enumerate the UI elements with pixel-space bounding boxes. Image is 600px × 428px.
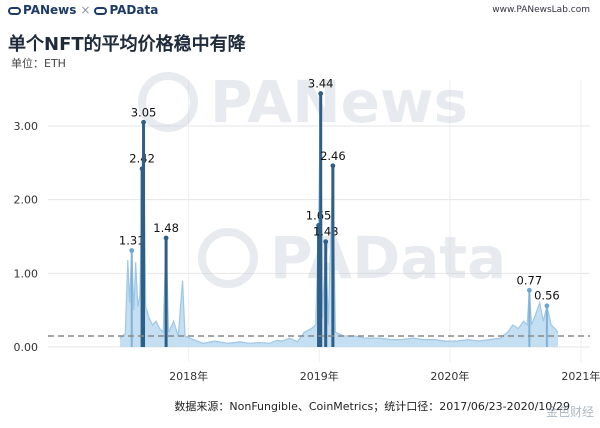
- data-point: [318, 91, 324, 96]
- data-label: 2.46: [320, 149, 346, 163]
- brand-logos: PANews × PAData: [8, 3, 158, 17]
- panews-logo-icon: [8, 7, 21, 15]
- top-bar: PANews × PAData www.PANewsLab.com: [0, 0, 600, 22]
- marks-layer: 1.312.423.051.481.653.441.432.460.770.56: [48, 77, 590, 347]
- data-point: [330, 163, 336, 169]
- data-source-footer: 数据来源：NonFungible、CoinMetrics；统计口径：2017/0…: [174, 400, 570, 413]
- unit-label: 单位：ETH: [11, 57, 66, 70]
- series-line: [119, 93, 559, 344]
- data-point: [163, 235, 169, 241]
- brand-panews: PANews: [23, 3, 77, 17]
- area-layer: [119, 93, 559, 347]
- axis-layer: 0.00 1.00 2.00 3.00 2018年 2019年 2020年 2021年: [14, 120, 600, 383]
- brand-separator: ×: [80, 3, 91, 17]
- data-label: 3.05: [131, 105, 157, 119]
- data-label: 1.43: [313, 225, 339, 239]
- x-tick-label: 2020年: [430, 369, 469, 383]
- data-label: 0.77: [517, 273, 543, 287]
- data-label: 3.44: [308, 77, 334, 91]
- data-label: 0.56: [534, 289, 560, 303]
- x-tick-label: 2021年: [561, 369, 600, 383]
- padata-logo-icon: [94, 7, 108, 15]
- y-tick-label: 0.00: [14, 341, 39, 354]
- data-label: 1.48: [153, 221, 179, 235]
- data-point: [141, 119, 146, 125]
- data-label: 1.65: [306, 208, 332, 222]
- corner-watermark-logo: 金色财经: [545, 405, 594, 419]
- x-tick-label: 2019年: [300, 369, 339, 383]
- brand-padata: PAData: [109, 3, 159, 17]
- watermark-padata: PAData: [270, 224, 506, 292]
- data-point: [544, 303, 550, 309]
- data-point: [323, 239, 329, 245]
- data-label: 1.31: [119, 233, 145, 247]
- watermark-panews-icon: [138, 72, 198, 132]
- site-url: www.PANewsLab.com: [492, 5, 590, 15]
- data-point: [129, 248, 135, 253]
- y-tick-label: 3.00: [14, 120, 39, 133]
- x-tick-label: 2018年: [169, 369, 208, 383]
- y-tick-label: 2.00: [14, 194, 39, 207]
- watermark-panews: PANews: [210, 68, 468, 136]
- chart-title: 单个NFT的平均价格稳中有降: [8, 34, 246, 55]
- watermark-padata-icon: [198, 228, 258, 288]
- y-tick-label: 1.00: [14, 267, 39, 280]
- data-point: [526, 287, 532, 293]
